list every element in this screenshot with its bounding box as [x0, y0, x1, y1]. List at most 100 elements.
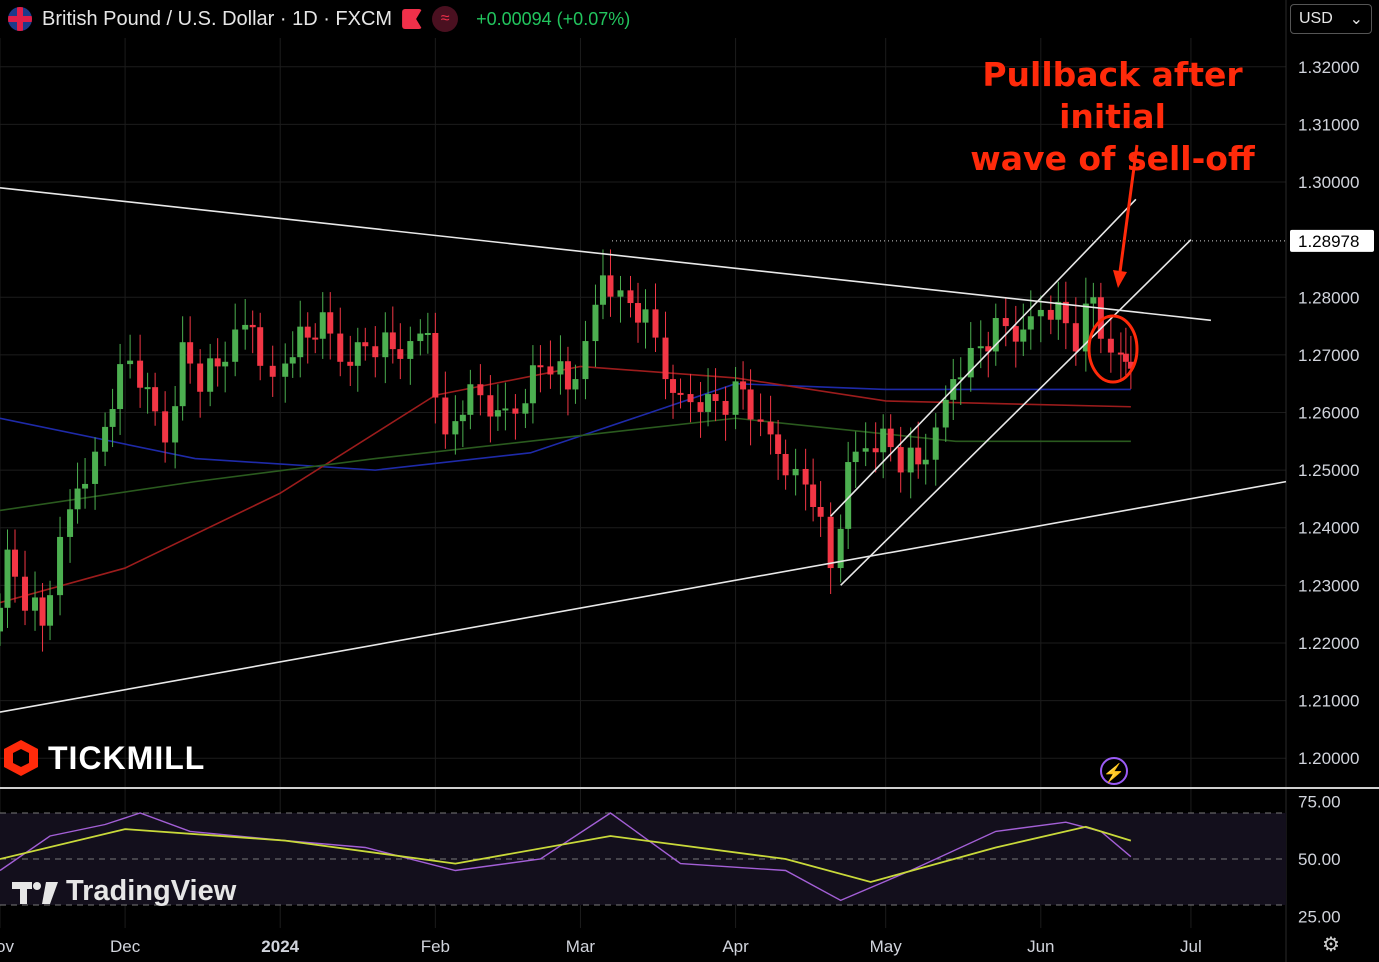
candle-body: [82, 483, 89, 489]
candle-body: [137, 360, 144, 388]
candle-body: [915, 447, 922, 465]
candle-body: [572, 379, 579, 390]
candle-body: [249, 324, 256, 328]
candle-body: [670, 379, 677, 393]
moving-average-green: [0, 417, 1131, 512]
candle-body: [354, 342, 361, 366]
candle-body: [22, 576, 29, 611]
candle-body: [957, 377, 964, 380]
candle-body: [179, 342, 186, 407]
candle-body: [985, 346, 992, 352]
candle-body: [39, 597, 46, 626]
candle-body: [172, 406, 179, 443]
candle-body: [67, 509, 74, 537]
candle-body: [697, 402, 704, 412]
currency-select[interactable]: USD ⌄: [1290, 4, 1372, 34]
candle-body: [642, 309, 649, 323]
candle-body: [424, 332, 431, 335]
candle-body: [537, 365, 544, 368]
candle-body: [897, 447, 904, 473]
y-tick-label: 1.28000: [1298, 288, 1359, 307]
candle-body: [222, 361, 229, 367]
candle-body: [1027, 316, 1034, 330]
candle-body: [932, 427, 939, 460]
candle-body: [1097, 297, 1104, 339]
candle-body: [1090, 297, 1097, 304]
rsi-line: [0, 812, 1132, 902]
candle-body: [837, 528, 844, 569]
trendline-upper-resistance[interactable]: [0, 187, 1212, 322]
candle-body: [92, 451, 99, 484]
candle-body: [214, 358, 221, 367]
y-tick-label: 1.25000: [1298, 461, 1359, 480]
candle-body: [442, 397, 449, 435]
candle-body: [144, 387, 151, 390]
market-closed-flag-icon[interactable]: [402, 9, 423, 29]
x-tick-label: Feb: [421, 937, 450, 956]
candle-body: [817, 506, 824, 517]
y-tick-label: 1.30000: [1298, 173, 1359, 192]
candle-body: [1020, 329, 1027, 342]
candle-body: [652, 309, 659, 338]
candle-body: [862, 448, 869, 452]
candle-body: [162, 411, 169, 443]
candle-body: [4, 549, 11, 608]
candle-body: [782, 453, 789, 476]
candle-body: [1012, 326, 1019, 342]
tradingview-logo-text: TradingView: [66, 875, 237, 907]
candle-body: [197, 363, 204, 392]
annotation-circle: [1087, 314, 1139, 384]
candle-body: [529, 365, 536, 404]
x-tick-label: Apr: [722, 937, 749, 956]
candle-body: [337, 333, 344, 362]
y-tick-label: 1.27000: [1298, 346, 1359, 365]
symbol-title[interactable]: British Pound / U.S. Dollar · 1D · FXCM: [42, 7, 393, 30]
candle-body: [547, 366, 554, 375]
trendline-lower-support[interactable]: [0, 480, 1287, 713]
settings-gear-icon[interactable]: ⚙: [1322, 934, 1340, 956]
candle-body: [767, 421, 774, 435]
candle-body: [127, 360, 134, 365]
candle-body: [372, 346, 379, 358]
candle-body: [942, 399, 949, 428]
candle-body: [347, 361, 354, 366]
candle-body: [117, 364, 124, 410]
lightning-icon[interactable]: ⚡: [1100, 757, 1128, 785]
candle-body: [242, 324, 249, 330]
candle-body: [74, 488, 81, 510]
tickmill-logo: TICKMILL: [2, 738, 205, 778]
candle-body: [102, 426, 109, 452]
candle-body: [417, 333, 424, 342]
trendline-channel-upper[interactable]: [830, 198, 1137, 517]
candle-body: [687, 394, 694, 403]
candle-body: [459, 414, 466, 422]
tickmill-logo-text: TICKMILL: [48, 739, 206, 776]
candle-body: [432, 332, 439, 398]
x-tick-label: May: [870, 937, 903, 956]
candle-body: [512, 408, 519, 414]
candle-body: [1002, 318, 1009, 327]
candle-body: [494, 410, 501, 417]
candle-body: [677, 392, 684, 395]
candle-body: [282, 363, 289, 377]
annotation-line-1: Pullback after initial: [982, 55, 1243, 136]
candle-body: [852, 451, 859, 463]
tickmill-hexagon-icon: [4, 740, 38, 776]
candle-body: [47, 595, 54, 626]
last-price-label: 1.28978: [1298, 232, 1359, 251]
candle-body: [257, 327, 264, 366]
x-tick-label: Mar: [566, 937, 596, 956]
candle-body: [747, 389, 754, 420]
candle-body: [802, 468, 809, 485]
candle-body: [57, 536, 64, 596]
trendline-channel-lower[interactable]: [840, 239, 1192, 586]
candle-body: [477, 384, 484, 396]
y-tick-label: 1.22000: [1298, 634, 1359, 653]
candle-body: [407, 341, 414, 359]
wave-indicator-icon[interactable]: ≈: [432, 6, 459, 32]
x-tick-label: ov: [0, 937, 14, 956]
candle-body: [599, 275, 606, 305]
candle-body: [845, 462, 852, 529]
y-tick-label: 1.20000: [1298, 749, 1359, 768]
